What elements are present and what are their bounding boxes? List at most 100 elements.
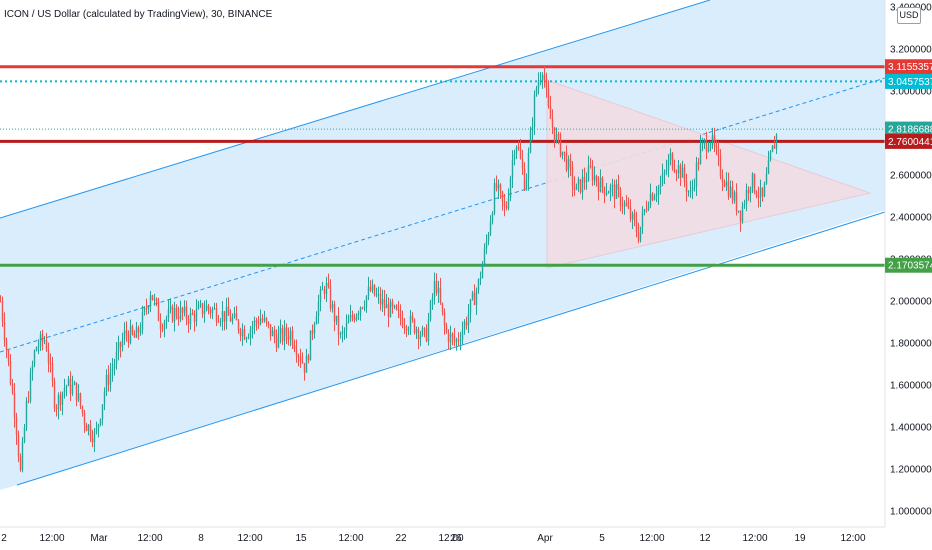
candle-body bbox=[689, 190, 692, 192]
candle-body bbox=[593, 175, 596, 181]
candle-body bbox=[631, 213, 634, 220]
candle-body bbox=[423, 327, 426, 329]
candle-body bbox=[115, 351, 118, 364]
candle-body bbox=[675, 171, 678, 174]
candle-body bbox=[575, 183, 578, 190]
candle-body bbox=[213, 308, 216, 310]
candle-body bbox=[709, 142, 712, 149]
candle-body bbox=[39, 334, 42, 347]
candle-body bbox=[743, 204, 746, 206]
candle-body bbox=[763, 183, 766, 197]
y-tick-label: 1.20000000 bbox=[890, 465, 932, 476]
candle-body bbox=[309, 330, 312, 361]
candle-body bbox=[253, 320, 256, 327]
candle-body bbox=[407, 329, 410, 331]
candle-body bbox=[65, 386, 68, 388]
candle-body bbox=[733, 192, 736, 201]
candle-body bbox=[549, 106, 552, 120]
candle-body bbox=[405, 326, 408, 331]
candle-body bbox=[263, 318, 266, 321]
candle-body bbox=[123, 330, 126, 340]
candle-body bbox=[757, 196, 760, 198]
candle-body bbox=[207, 305, 210, 310]
channel-upper-line[interactable] bbox=[0, 0, 711, 219]
candle-body bbox=[699, 144, 702, 164]
candle-body bbox=[257, 322, 260, 325]
x-tick-label: 26 bbox=[450, 533, 462, 544]
candle-body bbox=[5, 340, 8, 350]
y-tick-label: 1.80000000 bbox=[890, 339, 932, 350]
candle-body bbox=[585, 180, 588, 183]
candle-body bbox=[737, 210, 740, 212]
candle-body bbox=[497, 184, 500, 189]
candle-body bbox=[191, 313, 194, 315]
candle-body bbox=[365, 295, 368, 307]
candle-body bbox=[721, 176, 724, 183]
price-tags: 3.115535723.045753782.8186688712:482.760… bbox=[885, 59, 932, 273]
candle-body bbox=[771, 145, 774, 152]
candle-body bbox=[461, 330, 464, 341]
candle-body bbox=[769, 151, 772, 160]
candle-body bbox=[655, 194, 658, 197]
candle-body bbox=[101, 404, 104, 420]
candle-body bbox=[181, 308, 184, 313]
candle-body bbox=[285, 327, 288, 336]
candle-body bbox=[217, 321, 220, 323]
candle-body bbox=[161, 329, 164, 331]
candle-body bbox=[21, 441, 24, 470]
candle-body bbox=[55, 408, 58, 410]
candle-body bbox=[49, 363, 52, 365]
candle-body bbox=[261, 318, 264, 321]
candle-body bbox=[173, 307, 176, 322]
candle-body bbox=[229, 315, 232, 322]
candle-body bbox=[333, 304, 336, 322]
candle-body bbox=[605, 192, 608, 195]
x-tick-label: 12:00 bbox=[438, 533, 463, 544]
candle-body bbox=[391, 301, 394, 307]
candle-body bbox=[347, 320, 350, 324]
candle-body bbox=[685, 181, 688, 192]
candle-body bbox=[385, 304, 388, 309]
candle-body bbox=[761, 187, 764, 197]
candle-body bbox=[751, 173, 754, 188]
triangle-pattern[interactable] bbox=[546, 79, 872, 269]
candle-body bbox=[719, 155, 722, 177]
candle-body bbox=[167, 309, 170, 318]
candle-body bbox=[85, 424, 88, 432]
candle-body bbox=[489, 221, 492, 235]
candle-body bbox=[183, 306, 186, 313]
candle-body bbox=[653, 196, 656, 200]
candle-body bbox=[527, 152, 530, 181]
candle-body bbox=[677, 165, 680, 174]
candle-body bbox=[305, 355, 308, 373]
candle-body bbox=[601, 177, 604, 187]
candle-body bbox=[107, 374, 110, 385]
candle-body bbox=[617, 184, 620, 190]
candle-body bbox=[59, 395, 62, 405]
candle-body bbox=[221, 311, 224, 322]
candle-body bbox=[239, 330, 242, 336]
candle-body bbox=[43, 340, 46, 342]
candle-body bbox=[459, 340, 462, 342]
candle-body bbox=[69, 378, 72, 394]
candle-body bbox=[425, 328, 428, 342]
candle-body bbox=[241, 328, 244, 336]
candle-body bbox=[251, 326, 254, 330]
currency-badge[interactable]: USD bbox=[897, 7, 921, 24]
candle-body bbox=[381, 299, 384, 305]
candle-body bbox=[421, 327, 424, 336]
candle-body bbox=[475, 290, 478, 305]
channel-median-line[interactable] bbox=[0, 77, 886, 353]
candle-body bbox=[545, 81, 548, 89]
chart-title: ICON / US Dollar (calculated by TradingV… bbox=[4, 9, 273, 20]
candle-body bbox=[211, 308, 214, 314]
candle-body bbox=[641, 212, 644, 227]
candle-body bbox=[383, 299, 386, 309]
candle-body bbox=[291, 330, 294, 345]
candle-body bbox=[195, 308, 198, 322]
candle-body bbox=[597, 182, 600, 192]
candle-body bbox=[315, 316, 318, 325]
candle-body bbox=[745, 190, 748, 205]
